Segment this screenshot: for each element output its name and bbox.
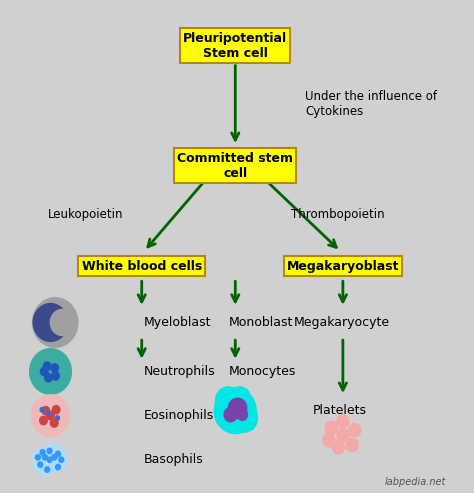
Ellipse shape	[31, 394, 70, 437]
Ellipse shape	[228, 397, 247, 419]
Text: Eosinophils: Eosinophils	[144, 409, 214, 422]
Ellipse shape	[32, 297, 79, 348]
Ellipse shape	[33, 303, 69, 342]
Text: Megakaryoblast: Megakaryoblast	[287, 260, 399, 273]
Ellipse shape	[324, 421, 338, 435]
Ellipse shape	[50, 418, 59, 428]
Ellipse shape	[51, 452, 67, 469]
Ellipse shape	[37, 461, 43, 468]
Ellipse shape	[56, 449, 67, 461]
Ellipse shape	[51, 371, 60, 381]
Ellipse shape	[38, 461, 52, 476]
Text: White blood cells: White blood cells	[82, 260, 202, 273]
Ellipse shape	[33, 459, 43, 470]
Ellipse shape	[223, 407, 238, 423]
Ellipse shape	[51, 454, 57, 461]
Ellipse shape	[229, 386, 251, 411]
Ellipse shape	[43, 361, 52, 371]
Text: Neutrophils: Neutrophils	[144, 365, 216, 378]
Text: Leukopoietin: Leukopoietin	[48, 208, 124, 221]
Ellipse shape	[214, 387, 257, 434]
Text: Monoblast: Monoblast	[228, 316, 292, 329]
Ellipse shape	[29, 348, 72, 395]
Ellipse shape	[52, 405, 61, 415]
Ellipse shape	[46, 410, 51, 416]
Ellipse shape	[48, 444, 62, 458]
Ellipse shape	[55, 464, 61, 470]
Ellipse shape	[346, 438, 359, 453]
Ellipse shape	[336, 428, 350, 443]
Ellipse shape	[46, 411, 55, 421]
Ellipse shape	[231, 403, 258, 433]
Ellipse shape	[46, 457, 53, 463]
Text: Thrombopoietin: Thrombopoietin	[292, 208, 385, 221]
Ellipse shape	[215, 403, 237, 428]
Ellipse shape	[44, 466, 50, 473]
Ellipse shape	[35, 454, 41, 461]
Ellipse shape	[55, 415, 60, 421]
Text: Myeloblast: Myeloblast	[144, 316, 211, 329]
Ellipse shape	[41, 406, 50, 416]
Ellipse shape	[50, 309, 75, 336]
Text: Basophils: Basophils	[144, 453, 204, 466]
Ellipse shape	[42, 454, 48, 461]
Ellipse shape	[215, 386, 242, 416]
Text: labpedia.net: labpedia.net	[384, 477, 446, 487]
Text: Pleuripotential
Stem cell: Pleuripotential Stem cell	[183, 32, 287, 60]
Ellipse shape	[331, 440, 345, 455]
Ellipse shape	[237, 408, 248, 421]
Ellipse shape	[37, 446, 62, 473]
Text: Megakaryocyte: Megakaryocyte	[294, 316, 390, 329]
Ellipse shape	[32, 449, 48, 466]
Text: Under the influence of
Cytokines: Under the influence of Cytokines	[305, 90, 438, 118]
Ellipse shape	[50, 363, 59, 373]
Text: Platelets: Platelets	[312, 404, 366, 417]
Ellipse shape	[44, 373, 53, 383]
Ellipse shape	[39, 449, 46, 456]
Ellipse shape	[40, 367, 49, 377]
Ellipse shape	[348, 423, 361, 438]
Text: Committed stem
cell: Committed stem cell	[177, 152, 293, 179]
Ellipse shape	[39, 407, 45, 413]
Text: Monocytes: Monocytes	[228, 365, 296, 378]
Ellipse shape	[39, 416, 48, 425]
Ellipse shape	[322, 433, 336, 448]
Ellipse shape	[55, 451, 61, 458]
Ellipse shape	[336, 414, 350, 429]
Ellipse shape	[58, 457, 64, 463]
Ellipse shape	[46, 448, 53, 455]
